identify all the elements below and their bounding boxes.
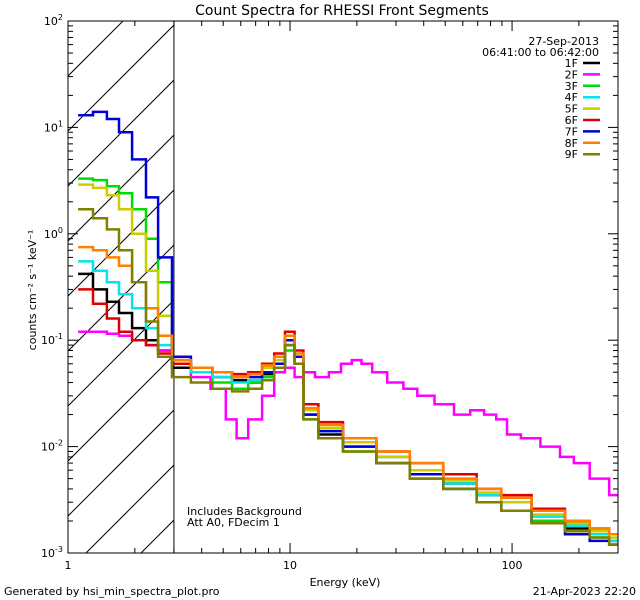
legend-label-4f: 4F <box>565 91 578 104</box>
y-axis: 10-3 10-2 10-1 100 101 102 <box>41 13 618 560</box>
hatch-line <box>68 189 174 297</box>
legend-label-5f: 5F <box>565 103 578 116</box>
x-axis: 1 10 100 <box>65 21 619 572</box>
legend-label-2f: 2F <box>565 68 578 81</box>
legend-label-3f: 3F <box>565 80 578 93</box>
annotation-attenuator: Att A0, FDecim 1 <box>187 516 280 529</box>
footer-generated-by: Generated by hsi_min_spectra_plot.pro <box>4 585 220 598</box>
footer-timestamp: 21-Apr-2023 22:20 <box>533 585 636 598</box>
x-axis-label: Energy (keV) <box>310 576 381 589</box>
series-line-9f <box>78 208 618 546</box>
hatch-line <box>68 244 174 352</box>
y-axis-label: counts cm⁻² s⁻¹ keV⁻¹ <box>26 230 39 351</box>
hatch-line <box>68 24 174 132</box>
legend-label-7f: 7F <box>565 125 578 138</box>
hatch-line <box>68 134 174 242</box>
y-tick-label: 10-3 <box>41 545 63 560</box>
y-tick-label: 100 <box>44 226 63 241</box>
plot-frame <box>67 20 619 554</box>
legend-label-6f: 6F <box>565 114 578 127</box>
hatch-line <box>68 21 124 77</box>
series-line-6f <box>78 288 618 536</box>
x-tick-label: 1 <box>65 559 72 572</box>
x-tick-label: 100 <box>502 559 523 572</box>
annotation-background: Includes Background <box>187 505 302 518</box>
y-tick-label: 10-1 <box>41 332 63 347</box>
legend-label-8f: 8F <box>565 137 578 150</box>
hatch-line <box>68 79 174 187</box>
y-tick-label: 101 <box>44 119 63 134</box>
series-line-7f <box>78 110 618 546</box>
y-tick-label: 10-2 <box>41 439 63 454</box>
x-tick-label: 10 <box>283 559 297 572</box>
series-group <box>78 110 618 546</box>
y-tick-label: 102 <box>44 13 63 28</box>
date-label: 27-Sep-2013 <box>528 35 599 48</box>
hatch-line <box>68 409 174 517</box>
series-line-8f <box>78 245 618 536</box>
time-range-label: 06:41:00 to 06:42:00 <box>482 46 599 59</box>
hatch-line <box>85 464 174 553</box>
hatched-region <box>68 21 174 553</box>
series-line-4f <box>78 260 618 543</box>
legend-label-1f: 1F <box>565 57 578 70</box>
chart-title: Count Spectra for RHESSI Front Segments <box>195 3 489 19</box>
legend-label-9f: 9F <box>565 148 578 161</box>
